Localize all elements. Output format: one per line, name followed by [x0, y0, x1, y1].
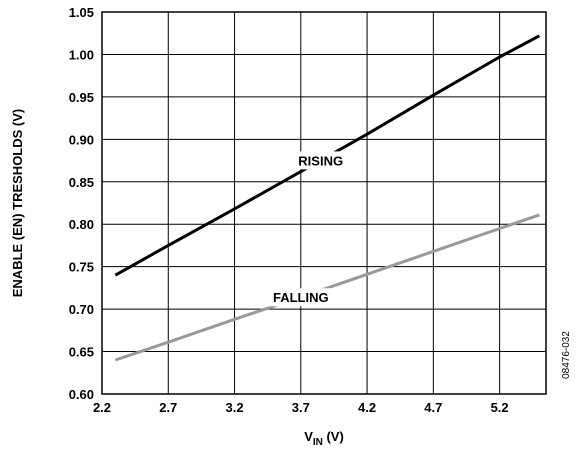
y-tick-label: 0.60	[69, 387, 94, 402]
plot-frame	[101, 11, 547, 395]
series-label-falling: FALLING	[273, 290, 329, 305]
y-tick-label: 0.65	[69, 345, 94, 360]
y-tick-label: 0.85	[69, 175, 94, 190]
series-line-falling	[114, 213, 540, 362]
x-tick-label: 2.2	[93, 400, 111, 415]
annotation-layer: RISING FALLING	[263, 151, 354, 307]
x-tick-labels: 2.2 2.7 3.2 3.7 4.2 4.7 5.2	[93, 400, 509, 415]
figure-id: 08476-032	[561, 331, 572, 379]
x-tick-label: 5.2	[491, 400, 509, 415]
x-axis-label-subscript: IN	[313, 437, 323, 448]
annotation-background	[288, 151, 354, 170]
y-tick-label: 0.90	[69, 132, 94, 147]
y-tick-label: 0.70	[69, 302, 94, 317]
y-tick-labels: 0.60 0.65 0.70 0.75 0.80 0.85 0.90 0.95 1.00 1.05	[69, 5, 94, 402]
x-axis-label-main: V	[304, 429, 313, 444]
y-tick-label: 1.00	[69, 47, 94, 62]
x-tick-label: 4.2	[358, 400, 376, 415]
x-tick-label: 4.7	[424, 400, 442, 415]
y-tick-label: 0.95	[69, 90, 94, 105]
y-axis-label: ENABLE (EN) TRESHOLDS (V)	[10, 109, 25, 298]
x-tick-label: 2.7	[159, 400, 177, 415]
x-tick-label: 3.2	[225, 400, 243, 415]
series-layer	[114, 34, 541, 362]
x-axis-label: VIN (V)	[304, 429, 344, 448]
annotation-background	[263, 288, 339, 307]
y-tick-label: 0.75	[69, 260, 94, 275]
x-axis-label-unit: (V)	[323, 429, 344, 444]
y-tick-label: 1.05	[69, 5, 94, 20]
y-tick-label: 0.80	[69, 217, 94, 232]
x-tick-label: 3.7	[292, 400, 310, 415]
series-label-rising: RISING	[298, 153, 343, 168]
